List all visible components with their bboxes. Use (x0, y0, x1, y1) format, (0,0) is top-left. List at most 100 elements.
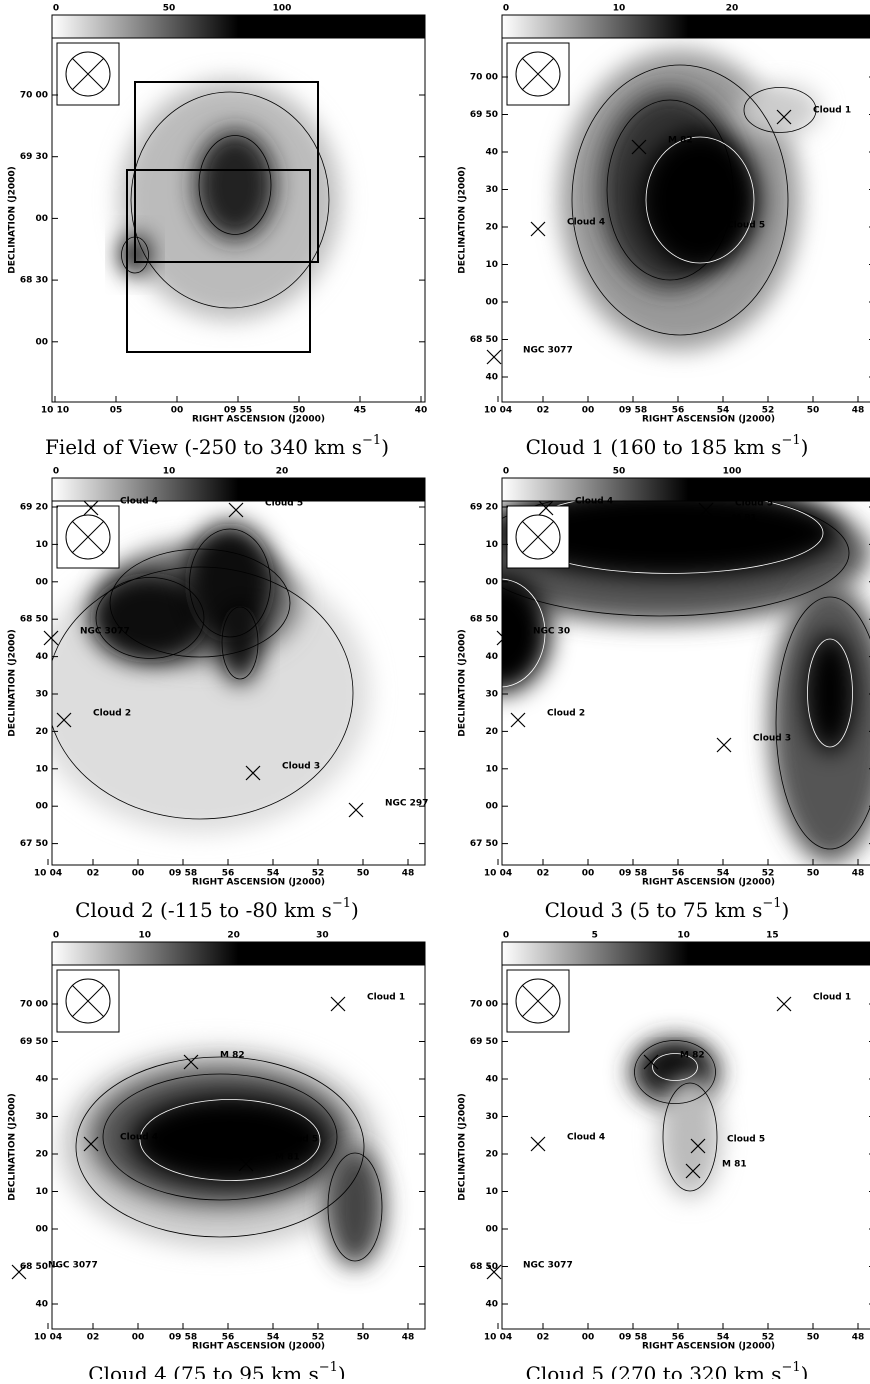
y-axis-title: DECLINATION (J2000) (458, 629, 468, 737)
y-tick-label: 00 (35, 214, 48, 224)
y-tick-label: 00 (35, 577, 48, 587)
object-label: Cloud 4 (120, 1133, 158, 1143)
x-tick-label: 00 (171, 406, 184, 416)
y-axis-title: DECLINATION (J2000) (8, 1093, 18, 1201)
y-tick-label: 20 (485, 1150, 498, 1160)
y-tick-label: 10 (35, 1187, 48, 1197)
caption-text: Cloud 1 (160 to 185 km s (526, 435, 782, 459)
caption: Cloud 4 (75 to 95 km s−1) (88, 1360, 345, 1380)
map-image (560, 50, 820, 350)
caption-text: Field of View (-250 to 340 km s (45, 435, 362, 459)
colorbar-tick-label: 0 (53, 931, 59, 941)
x-tick-label: 00 (582, 869, 595, 879)
x-tick-label: 02 (87, 1333, 100, 1343)
object-label: NGC 3077 (48, 1261, 98, 1271)
object-label: M 82 (220, 1051, 245, 1061)
x-tick-label: 02 (87, 869, 100, 879)
caption: Cloud 5 (270 to 320 km s−1) (526, 1360, 809, 1380)
object-label: NGC 3077 (80, 627, 130, 637)
y-tick-label: 20 (485, 223, 498, 233)
caption-sup: −1 (332, 896, 351, 911)
object-label: Cloud 4 (120, 497, 158, 507)
colorbar-tick-label: 0 (503, 931, 509, 941)
y-tick-label: 70 00 (470, 73, 498, 83)
y-tick-label: 67 50 (20, 839, 48, 849)
x-tick-label: 00 (132, 869, 145, 879)
y-tick-label: 70 00 (20, 1000, 48, 1010)
caption-close: ) (782, 898, 790, 922)
object-label: Cloud 1 (813, 106, 851, 116)
x-tick-label: 00 (582, 406, 595, 416)
object-label: Cloud 1 (367, 993, 405, 1003)
x-tick-label: 02 (537, 1333, 550, 1343)
marker-cross (531, 222, 545, 236)
colorbar-tick-label: 10 (139, 931, 152, 941)
y-tick-label: 69 30 (20, 152, 48, 162)
colorbar (502, 478, 870, 501)
y-tick-label: 70 00 (20, 91, 48, 101)
object-label: Cloud 3 (753, 734, 791, 744)
emission (660, 1077, 720, 1197)
y-tick-label: 00 (35, 337, 48, 347)
x-tick-label: 02 (537, 406, 550, 416)
caption-text: Cloud 4 (75 to 95 km s (88, 1362, 318, 1380)
colorbar (502, 942, 870, 965)
colorbar-tick-label: 15 (766, 931, 779, 941)
map-image (630, 1037, 720, 1197)
x-axis-title: RIGHT ASCENSION (J2000) (192, 878, 325, 888)
colorbar (52, 942, 425, 965)
marker-cross (777, 997, 791, 1011)
y-tick-label: 20 (485, 727, 498, 737)
y-axis-title: DECLINATION (J2000) (458, 1093, 468, 1201)
x-axis-title: RIGHT ASCENSION (J2000) (642, 878, 775, 888)
caption-sup: −1 (762, 896, 781, 911)
colorbar-tick-label: 0 (53, 467, 59, 477)
y-axis-title: DECLINATION (J2000) (8, 629, 18, 737)
x-tick-label: 02 (537, 869, 550, 879)
y-tick-label: 30 (485, 1112, 498, 1122)
object-label: Cloud 4 (567, 1133, 605, 1143)
colorbar-tick-label: 0 (53, 4, 59, 14)
caption: Cloud 3 (5 to 75 km s−1) (545, 896, 790, 922)
object-label: M 81 (275, 1153, 300, 1163)
object-label: Cloud 2 (93, 709, 131, 719)
caption-sup: −1 (781, 433, 800, 448)
y-tick-label: 30 (485, 690, 498, 700)
y-tick-label: 69 50 (470, 1037, 498, 1047)
y-tick-label: 70 00 (470, 1000, 498, 1010)
colorbar-tick-label: 10 (613, 4, 626, 14)
y-tick-label: 00 (485, 1225, 498, 1235)
object-label: Cloud 5 (735, 499, 773, 509)
x-tick-label: 50 (357, 1333, 370, 1343)
y-tick-label: 40 (35, 1300, 48, 1310)
x-tick-label: 50 (807, 869, 820, 879)
object-label: M 82 (668, 136, 693, 146)
colorbar-tick-label: 20 (276, 467, 289, 477)
object-label: M 82 (680, 1051, 705, 1061)
y-axis-title: DECLINATION (J2000) (458, 166, 468, 274)
emission (220, 603, 260, 683)
y-axis-title: DECLINATION (J2000) (8, 166, 18, 274)
x-tick-label: 10 04 (34, 1333, 62, 1343)
colorbar (52, 15, 425, 38)
colorbar-tick-label: 20 (227, 931, 240, 941)
y-tick-label: 20 (35, 727, 48, 737)
x-tick-label: 05 (110, 406, 123, 416)
map-image (30, 523, 370, 833)
y-tick-label: 00 (485, 298, 498, 308)
y-tick-label: 69 20 (20, 503, 48, 513)
x-axis-title: RIGHT ASCENSION (J2000) (192, 1342, 325, 1352)
caption-close: ) (338, 1362, 346, 1380)
x-tick-label: 48 (852, 1333, 865, 1343)
y-tick-label: 10 (35, 540, 48, 550)
marker-cross (331, 997, 345, 1011)
object-label: Cloud 3 (282, 762, 320, 772)
caption-close: ) (801, 435, 809, 459)
marker-cross (487, 350, 501, 364)
caption: Field of View (-250 to 340 km s−1) (45, 433, 389, 459)
y-tick-label: 30 (35, 1112, 48, 1122)
y-tick-label: 40 (485, 148, 498, 158)
object-label: NGC 3077 (523, 1261, 573, 1271)
